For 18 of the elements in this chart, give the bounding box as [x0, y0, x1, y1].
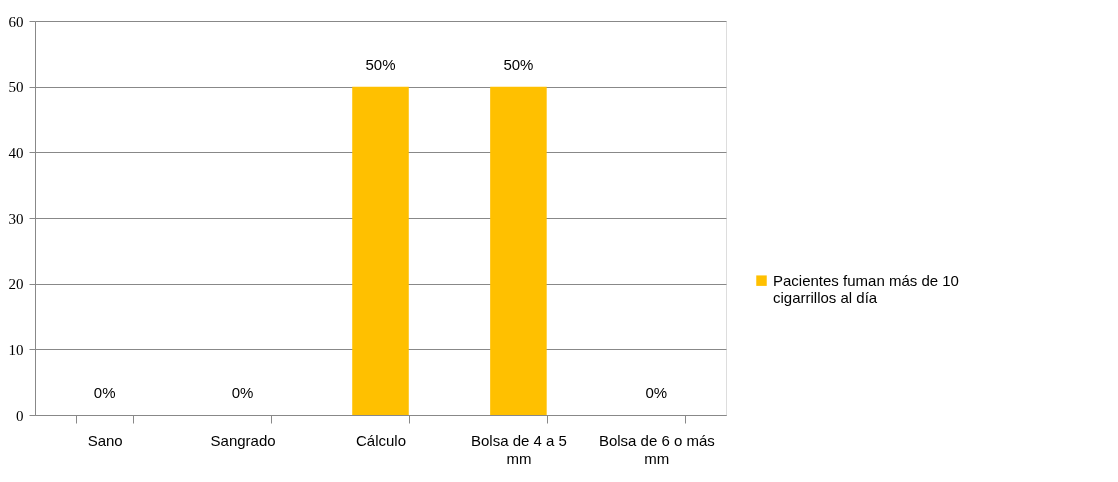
x-tick-label: Sano: [87, 431, 123, 449]
data-label: 0%: [93, 384, 116, 401]
data-label: 0%: [645, 384, 668, 401]
y-tick-label: 10: [8, 341, 24, 358]
y-tick-label: 40: [8, 144, 24, 161]
x-tick-label: Sangrado: [210, 431, 276, 449]
x-tick-label: Bolsa de 4 a 5 mm: [470, 431, 567, 467]
x-tick-label: Cálculo: [355, 431, 407, 449]
data-label: 50%: [503, 55, 534, 73]
x-tick-label: Bolsa de 6 o más mm: [598, 431, 715, 467]
data-label: 0%: [231, 384, 254, 401]
data-label: 50%: [365, 55, 396, 73]
y-tick-label: 30: [8, 210, 24, 227]
y-tick-label: 0: [16, 407, 24, 424]
y-tick-label: 20: [8, 276, 24, 293]
y-tick-label: 50: [8, 79, 24, 96]
y-tick-label: 60: [8, 13, 24, 30]
legend-label: Pacientes fuman más de 10 cigarrillos al día: [773, 271, 959, 306]
